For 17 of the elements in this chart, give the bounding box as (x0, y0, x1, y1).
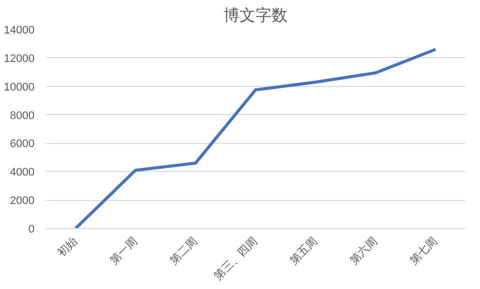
y-tick-label: 14000 (4, 24, 35, 36)
x-tick-label: 第二周 (168, 235, 200, 268)
x-tick-label: 第一周 (108, 235, 140, 268)
x-tick-label: 第三、四周 (212, 235, 260, 283)
chart-title: 博文字数 (224, 6, 288, 24)
y-tick-label: 12000 (4, 52, 35, 65)
y-tick-label: 2000 (10, 195, 35, 208)
y-tick-label: 0 (28, 224, 35, 236)
y-tick-label: 10000 (4, 81, 35, 94)
x-tick-label: 第七周 (407, 234, 440, 268)
line-series (74, 48, 437, 228)
x-tick-label: 第五周 (288, 235, 320, 268)
y-tick-label: 8000 (10, 110, 35, 122)
y-tick-label: 6000 (10, 138, 35, 150)
x-tick-label: 初始 (54, 234, 80, 260)
x-tick-label: 第六周 (347, 234, 380, 268)
y-tick-label: 4000 (10, 166, 35, 179)
